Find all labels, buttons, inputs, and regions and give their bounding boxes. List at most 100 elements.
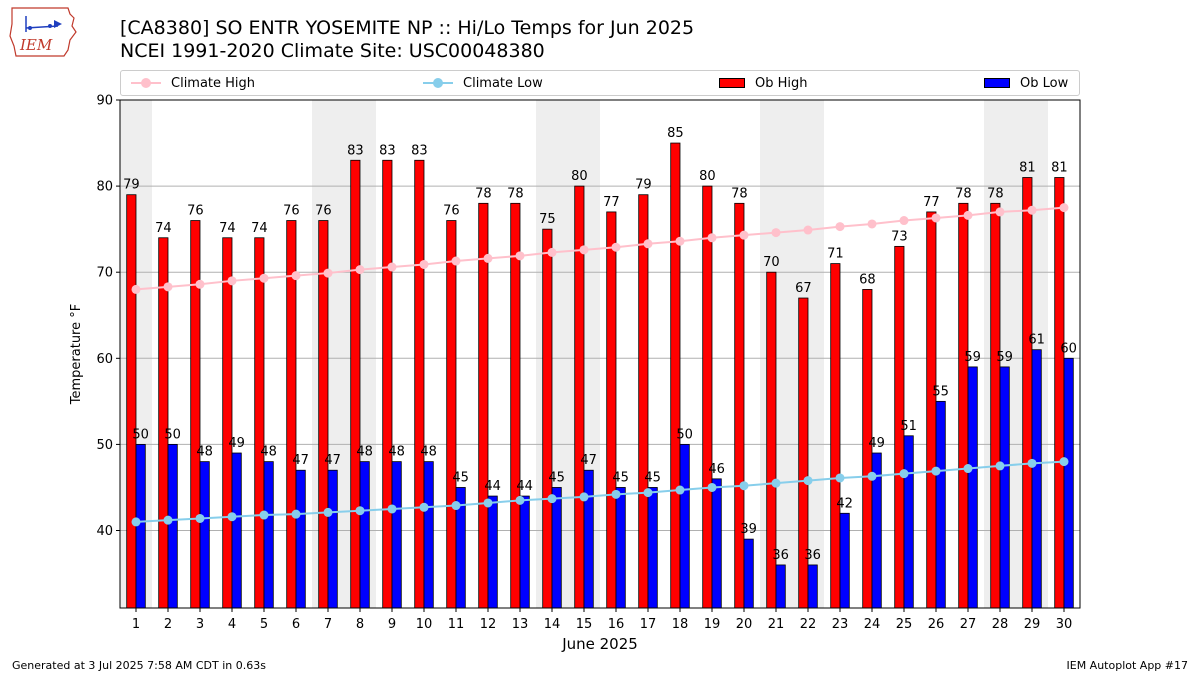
climate-low-line (135, 460, 1065, 523)
ob-low-bar-day-12 (487, 495, 498, 609)
ob-high-bar-day-14 (542, 228, 553, 609)
legend-label-ob-low: Ob Low (1020, 75, 1069, 91)
ob-low-label-day-14: 45 (548, 470, 565, 485)
ob-high-label-day-2: 74 (155, 221, 172, 236)
ob-high-bar-day-9 (382, 159, 393, 609)
climate-low-point-day-22 (803, 476, 813, 486)
climate-high-point-day-13 (515, 251, 525, 261)
plot-frame (119, 99, 1081, 609)
ob-high-label-day-24: 68 (859, 272, 876, 287)
ob-low-bar-day-28 (999, 366, 1010, 609)
x-tick-label-13: 13 (512, 617, 529, 632)
climate-high-point-day-23 (835, 222, 845, 232)
ob-low-label-day-13: 44 (516, 479, 533, 494)
ob-high-bar-day-23 (830, 263, 841, 609)
climate-high-point-day-12 (483, 253, 493, 263)
ob-high-bar-day-16 (606, 211, 617, 609)
climate-high-point-day-1 (131, 284, 141, 294)
ob-low-bar-day-29 (1031, 349, 1042, 609)
ob-high-bar-day-27 (958, 202, 969, 609)
x-tick-label-26: 26 (928, 617, 945, 632)
legend-item-ob-low: Ob Low (984, 71, 1068, 95)
generated-timestamp: Generated at 3 Jul 2025 7:58 AM CDT in 0… (12, 659, 266, 672)
ob-low-bar-day-17 (647, 487, 658, 609)
ob-low-bar-day-3 (199, 461, 210, 609)
climate-low-point-day-2 (163, 515, 173, 525)
ob-high-bar-day-30 (1054, 177, 1065, 609)
climate-high-point-day-6 (291, 271, 301, 281)
x-tick-label-29: 29 (1024, 617, 1041, 632)
y-axis-label: Temperature °F (69, 304, 84, 405)
climate-high-point-day-18 (675, 236, 685, 246)
climate-low-point-day-27 (963, 464, 973, 474)
climate-high-point-day-21 (771, 228, 781, 238)
ob-high-label-day-22: 67 (795, 281, 812, 296)
ob-high-label-day-12: 78 (475, 186, 492, 201)
ob-low-bar-day-9 (391, 461, 402, 609)
ob-high-label-day-17: 79 (635, 178, 652, 193)
ob-high-bar-day-7 (318, 220, 329, 609)
climate-high-point-day-28 (995, 207, 1005, 217)
x-tick-label-10: 10 (416, 617, 433, 632)
ob-low-bar-day-20 (743, 538, 754, 609)
x-tick-label-24: 24 (864, 617, 881, 632)
chart-legend: Climate High Climate Low Ob High Ob Low (120, 70, 1080, 96)
x-tick-label-27: 27 (960, 617, 977, 632)
climate-high-point-day-2 (163, 282, 173, 292)
ob-high-bar-day-29 (1022, 177, 1033, 609)
ob-high-label-day-6: 76 (283, 204, 300, 219)
ob-high-bar-day-18 (670, 142, 681, 609)
climate-high-point-day-15 (579, 245, 589, 255)
x-tick-label-1: 1 (132, 617, 140, 632)
ob-high-label-day-28: 78 (987, 186, 1004, 201)
ob-low-bar-day-7 (327, 469, 338, 609)
climate-low-point-day-23 (835, 473, 845, 483)
climate-low-point-day-26 (931, 466, 941, 476)
ob-low-label-day-2: 50 (164, 427, 181, 442)
climate-high-point-day-26 (931, 213, 941, 223)
climate-high-point-day-20 (739, 230, 749, 240)
ob-high-label-day-25: 73 (891, 229, 908, 244)
climate-high-point-day-25 (899, 216, 909, 226)
ob-low-label-day-1: 50 (132, 427, 149, 442)
climate-low-point-day-3 (195, 513, 205, 523)
climate-high-point-day-10 (419, 259, 429, 269)
climate-high-point-day-19 (707, 233, 717, 243)
x-tick-label-15: 15 (576, 617, 593, 632)
climate-high-point-day-9 (387, 262, 397, 272)
x-tick-label-20: 20 (736, 617, 753, 632)
ob-high-label-day-14: 75 (539, 212, 556, 227)
climate-low-point-day-29 (1027, 458, 1037, 468)
ob-high-label-day-7: 76 (315, 204, 332, 219)
climate-low-point-day-10 (419, 502, 429, 512)
climate-low-point-day-9 (387, 504, 397, 514)
logo-text: IEM (19, 36, 53, 54)
ob-high-label-day-8: 83 (347, 143, 364, 158)
ob-high-label-day-26: 77 (923, 195, 940, 210)
climate-low-point-day-17 (643, 488, 653, 498)
bars (126, 142, 1074, 609)
x-tick-label-17: 17 (640, 617, 657, 632)
ob-high-bar-day-17 (638, 194, 649, 609)
ob-low-bar-day-10 (423, 461, 434, 609)
ob-low-label-day-12: 44 (484, 479, 501, 494)
climate-low-point-day-30 (1059, 457, 1069, 467)
ob-high-label-day-29: 81 (1019, 160, 1036, 175)
x-tick-label-7: 7 (324, 617, 332, 632)
ob-low-label-day-15: 47 (580, 453, 597, 468)
ob-low-bar-day-8 (359, 461, 370, 609)
ob-low-label-day-27: 59 (964, 350, 981, 365)
ob-low-label-day-20: 39 (740, 522, 757, 537)
climate-high-point-day-8 (355, 265, 365, 275)
ob-high-label-day-20: 78 (731, 186, 748, 201)
ob-low-label-day-10: 48 (420, 445, 437, 460)
x-tick-label-6: 6 (292, 617, 300, 632)
ob-low-bar-day-21 (775, 564, 786, 609)
legend-item-ob-high: Ob High (719, 71, 808, 95)
climate-low-point-day-8 (355, 506, 365, 516)
climate-high-point-day-24 (867, 219, 877, 229)
legend-swatch-ob-high (719, 78, 745, 88)
ob-low-bar-day-2 (167, 444, 178, 609)
